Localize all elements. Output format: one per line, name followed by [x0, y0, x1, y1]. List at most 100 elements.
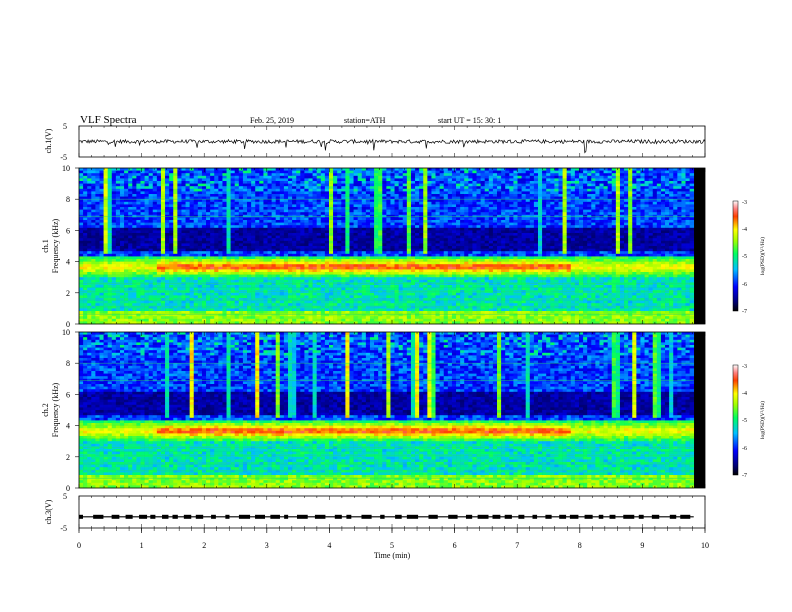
spectrogram-cell — [177, 181, 182, 184]
spectrogram-cell — [173, 318, 178, 322]
spectrogram-cell — [99, 295, 104, 299]
spectrogram-cell — [369, 318, 375, 322]
spectrogram-cell — [345, 261, 350, 265]
spectrogram-cell — [206, 175, 211, 179]
spectrogram-cell — [226, 227, 231, 231]
spectrogram-cell — [255, 191, 260, 195]
spectrogram-cell — [132, 183, 137, 187]
spectrogram-cell — [369, 292, 375, 296]
spectrogram-cell — [288, 212, 293, 216]
spectrogram-cell — [283, 240, 289, 244]
spectrogram-cell — [193, 188, 199, 192]
spectrogram-cell — [189, 220, 195, 223]
spectrogram-cell — [160, 251, 166, 255]
spectrogram-cell — [242, 256, 248, 260]
spectrogram-cell — [341, 217, 346, 221]
spectrogram-cell — [156, 168, 162, 171]
spectrogram-cell — [218, 295, 223, 299]
spectrogram-cell — [316, 183, 322, 187]
spectrogram-cell — [83, 287, 88, 291]
spectrogram-cell — [111, 186, 117, 190]
spectrogram-cell — [263, 292, 268, 296]
spectrogram-cell — [107, 246, 113, 249]
spectrogram-cell — [390, 282, 395, 286]
spectrogram-cell — [160, 186, 166, 190]
spectrogram-cell — [177, 272, 182, 275]
spectrogram-cell — [189, 238, 195, 242]
spectrogram-cell — [222, 199, 227, 203]
spectrogram-cell — [189, 285, 195, 288]
spectrogram-cell — [119, 316, 125, 320]
spectrogram-cell — [406, 246, 412, 249]
spectrogram-cell — [115, 178, 121, 182]
spectrogram-cell — [410, 209, 416, 213]
spectrogram-cell — [115, 311, 121, 314]
spectrogram-cell — [300, 248, 305, 252]
spectrogram-cell — [218, 222, 223, 226]
spectrogram-cell — [132, 235, 137, 239]
spectrogram-cell — [288, 261, 293, 265]
spectrogram-cell — [144, 298, 149, 301]
spectrogram-cell — [382, 266, 387, 270]
spectrogram-cell — [177, 246, 182, 249]
spectrogram-cell — [197, 240, 203, 244]
spectrogram-cell — [144, 233, 149, 236]
spectrogram-cell — [169, 230, 174, 234]
spectrogram-cell — [140, 209, 145, 213]
spectrogram-cell — [324, 246, 330, 249]
spectrogram-cell — [402, 175, 408, 179]
spectrogram-cell — [333, 282, 338, 286]
spectrogram-cell — [394, 207, 399, 210]
spectrogram-cell — [259, 251, 264, 255]
spectrogram-cell — [214, 220, 219, 223]
spectrogram-cell — [288, 279, 293, 283]
spectrogram-cell — [83, 235, 88, 239]
spectrogram-cell — [107, 264, 113, 268]
spectrogram-cell — [193, 220, 199, 223]
spectrogram-cell — [267, 277, 272, 281]
spectrogram-cell — [193, 259, 199, 262]
spectrogram-cell — [308, 207, 313, 210]
spectrogram-cell — [144, 220, 149, 223]
spectrogram-cell — [148, 316, 154, 320]
spectrogram-cell — [111, 168, 117, 171]
spectrogram-cell — [267, 303, 272, 307]
spectrogram-cell — [271, 305, 277, 309]
spectrogram-cell — [238, 191, 244, 195]
spectrogram-cell — [263, 238, 268, 242]
spectrogram-cell — [251, 227, 256, 231]
spectrogram-cell — [222, 298, 227, 301]
spectrogram-cell — [165, 266, 170, 270]
spectrogram-cell — [87, 230, 92, 234]
spectrogram-cell — [99, 201, 104, 205]
spectrogram-cell — [328, 279, 334, 283]
spectrogram-cell — [87, 303, 92, 307]
spectrogram-cell — [267, 316, 272, 320]
spectrogram-cell — [206, 191, 211, 195]
spectrogram-cell — [156, 217, 162, 221]
spectrogram-cell — [259, 305, 264, 309]
spectrogram-cell — [251, 282, 256, 286]
spectrogram-cell — [140, 222, 145, 226]
spectrogram-cell — [124, 248, 129, 252]
spectrogram-cell — [242, 170, 248, 174]
spectrogram-cell — [165, 298, 170, 301]
spectrogram-cell — [103, 316, 108, 320]
spectrogram-cell — [189, 181, 195, 184]
spectrogram-cell — [160, 168, 166, 171]
spectrogram-cell — [279, 175, 285, 179]
spectrogram-cell — [271, 225, 277, 229]
spectrogram-cell — [119, 311, 125, 314]
spectrogram-cell — [267, 264, 272, 268]
spectrogram-cell — [144, 175, 149, 179]
spectrogram-cell — [341, 168, 346, 171]
spectrogram-cell — [185, 251, 190, 255]
spectrogram-cell — [136, 272, 141, 275]
spectrogram-cell — [394, 298, 399, 301]
spectrogram-cell — [95, 207, 100, 210]
spectrogram-cell — [333, 316, 338, 320]
spectrogram-cell — [165, 251, 170, 255]
spectrogram-cell — [369, 178, 375, 182]
spectrogram-cell — [324, 295, 330, 299]
spectrogram-cell — [165, 295, 170, 299]
